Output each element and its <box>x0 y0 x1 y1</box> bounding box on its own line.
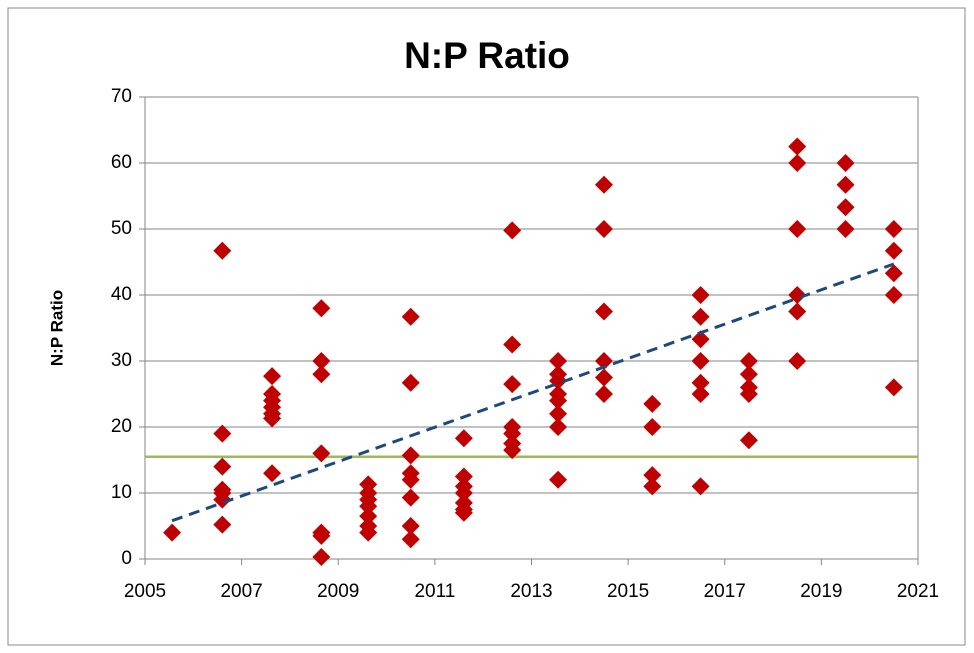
y-tick-label: 10 <box>111 482 132 503</box>
scatter-point <box>163 523 182 542</box>
scatter-point <box>836 154 855 172</box>
scatter-point <box>312 548 331 567</box>
scatter-point <box>691 352 710 370</box>
scatter-point <box>788 302 807 321</box>
y-tick-label: 70 <box>111 86 132 107</box>
scatter-point <box>312 299 331 318</box>
scatter-point <box>739 365 758 384</box>
scatter-point <box>836 220 855 238</box>
scatter-point <box>884 264 903 283</box>
scatter-point <box>263 464 282 483</box>
scatter-point <box>549 404 568 423</box>
scatter-point <box>213 490 232 509</box>
scatter-point <box>739 385 758 403</box>
scatter-point <box>454 484 473 502</box>
x-tick-label: 2015 <box>607 581 649 602</box>
scatter-point <box>401 530 420 549</box>
scatter-point <box>312 352 331 370</box>
scatter-point <box>643 394 662 413</box>
x-tick-label: 2005 <box>124 581 166 602</box>
scatter-point <box>884 378 903 397</box>
x-tick-label: 2013 <box>510 581 552 602</box>
scatter-point <box>739 352 758 370</box>
scatter-point <box>401 488 420 507</box>
y-tick-label: 20 <box>111 416 132 437</box>
scatter-point <box>213 424 232 443</box>
scatter-point <box>401 470 420 489</box>
scatter-point <box>503 424 522 443</box>
scatter-point <box>503 375 522 394</box>
scatter-point <box>312 526 331 545</box>
scatter-point <box>643 466 662 485</box>
scatter-point <box>312 444 331 463</box>
y-axis-label: N:P Ratio <box>47 290 66 366</box>
scatter-point <box>594 352 613 370</box>
scatter-point <box>213 241 232 260</box>
scatter-point <box>594 385 613 403</box>
scatter-point <box>739 431 758 450</box>
x-tick-label: 2021 <box>897 581 939 602</box>
scatter-point <box>691 477 710 496</box>
y-tick-label: 60 <box>111 152 132 173</box>
scatter-point <box>454 429 473 448</box>
y-tick-label: 50 <box>111 218 132 239</box>
scatter-point <box>359 507 378 526</box>
x-tick-label: 2017 <box>704 581 746 602</box>
scatter-point <box>549 352 568 370</box>
scatter-point <box>359 497 378 516</box>
y-tick-label: 0 <box>121 548 132 569</box>
scatter-point <box>691 330 710 349</box>
trendline <box>171 262 895 523</box>
scatter-point <box>213 457 232 476</box>
scatter-point <box>549 391 568 410</box>
scatter-point <box>503 335 522 354</box>
scatter-point <box>454 503 473 522</box>
scatter-point <box>691 373 710 392</box>
scatter-point <box>884 241 903 260</box>
scatter-point <box>594 220 613 238</box>
chart-title: N:P Ratio <box>404 35 570 76</box>
x-tick-label: 2009 <box>317 581 359 602</box>
scatter-point <box>643 418 662 436</box>
scatter-point <box>836 175 855 194</box>
scatter-point <box>691 385 710 403</box>
y-tick-label: 40 <box>111 284 132 305</box>
scatter-point <box>549 418 568 436</box>
scatter-point <box>836 198 855 217</box>
scatter-point <box>312 365 331 384</box>
scatter-point <box>691 307 710 326</box>
x-tick-label: 2007 <box>220 581 262 602</box>
scatter-point <box>454 467 473 486</box>
x-tick-label: 2011 <box>414 581 455 602</box>
scatter-point <box>594 175 613 194</box>
y-tick-label: 30 <box>111 350 132 371</box>
scatter-point <box>401 373 420 392</box>
x-tick-label: 2019 <box>800 581 842 602</box>
scatter-point <box>263 367 282 386</box>
scatter-point <box>788 137 807 156</box>
scatter-point <box>213 515 232 534</box>
scatter-point <box>503 441 522 460</box>
scatter-point <box>691 286 710 304</box>
scatter-point <box>503 221 522 240</box>
scatter-point <box>359 523 378 542</box>
scatter-point <box>594 302 613 321</box>
chart-frame <box>7 7 966 646</box>
scatter-point <box>788 352 807 370</box>
scatter-point <box>549 470 568 489</box>
scatter-point <box>401 446 420 465</box>
scatter-point <box>884 286 903 304</box>
scatter-point <box>788 154 807 172</box>
scatter-point <box>643 477 662 496</box>
scatter-point <box>401 307 420 326</box>
scatter-point <box>401 517 420 535</box>
scatter-point <box>884 220 903 238</box>
scatter-point <box>594 368 613 387</box>
scatter-point <box>788 220 807 238</box>
scatter-point <box>263 409 282 428</box>
